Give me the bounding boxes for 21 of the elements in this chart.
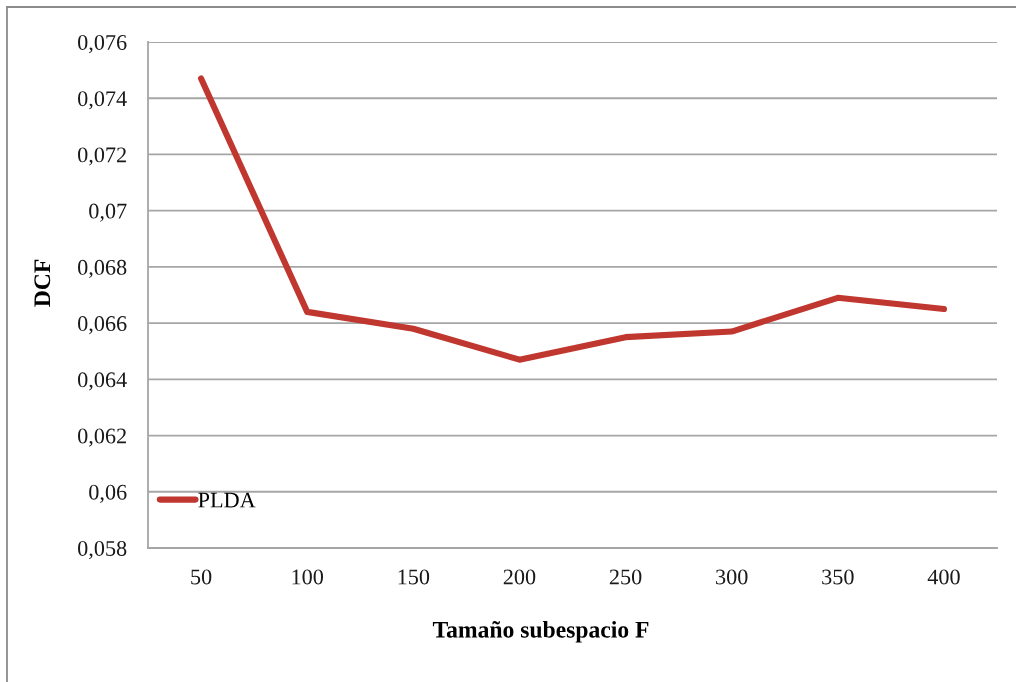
x-tick-label: 250 xyxy=(609,569,642,585)
y-tick-label: 0,07 xyxy=(89,203,127,222)
x-axis-title: Tamaño subespacio F xyxy=(432,621,649,643)
y-tick-label: 0,068 xyxy=(78,259,127,279)
x-tick-label: 50 xyxy=(191,569,212,585)
x-tick-label: 400 xyxy=(927,569,960,585)
x-tick-label: 350 xyxy=(822,569,854,585)
y-axis-title: DCF xyxy=(34,259,51,307)
y-tick-label: 0,06 xyxy=(89,484,127,503)
y-tick-label: 0,058 xyxy=(78,540,127,560)
y-tick-label: 0,066 xyxy=(78,316,127,335)
y-tick-label: 0,064 xyxy=(78,372,127,391)
x-tick-label: 200 xyxy=(503,569,536,585)
x-tick-label: 150 xyxy=(398,569,430,585)
y-tick-label: 0,062 xyxy=(78,428,126,447)
y-tick-label: 0,076 xyxy=(78,34,127,54)
legend-label: PLDA xyxy=(198,492,256,508)
x-tick-label: 100 xyxy=(292,569,324,585)
x-tick-label: 300 xyxy=(716,569,748,585)
y-tick-label: 0,074 xyxy=(78,91,127,110)
y-tick-label: 0,072 xyxy=(78,147,126,166)
